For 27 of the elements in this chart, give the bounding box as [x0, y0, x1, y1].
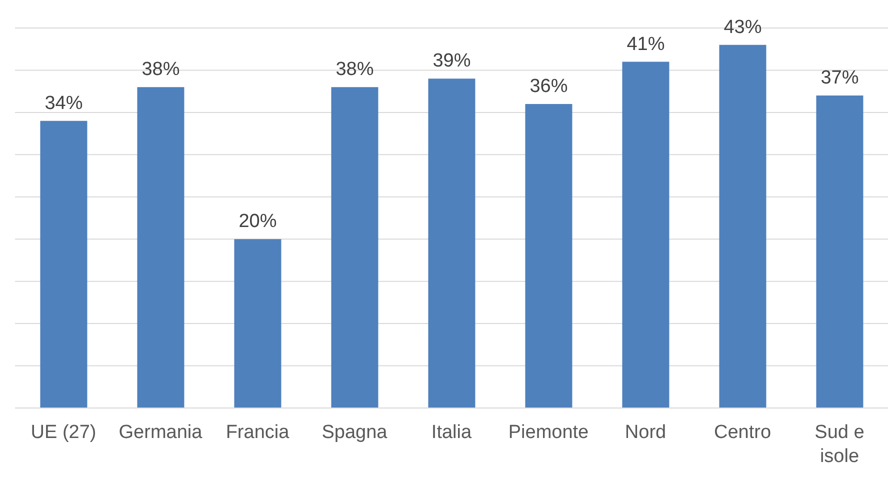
- data-label: 34%: [44, 92, 83, 114]
- data-label: 36%: [530, 76, 568, 97]
- x-tick-label: UE (27): [30, 422, 96, 443]
- bar: [137, 87, 184, 408]
- data-label: 43%: [724, 16, 762, 38]
- bar: [525, 104, 572, 408]
- data-label: 39%: [432, 50, 471, 72]
- x-tick-label: Spagna: [322, 422, 388, 443]
- data-label: 38%: [142, 59, 180, 80]
- bar: [331, 87, 378, 408]
- bar: [719, 44, 766, 408]
- bar: [622, 62, 670, 408]
- x-tick-label: Piemonte: [508, 422, 589, 443]
- x-tick-label: Sud e isole: [814, 422, 864, 467]
- data-label: 41%: [626, 34, 665, 55]
- x-tick-label: Germania: [118, 422, 203, 443]
- data-label: 20%: [238, 211, 277, 232]
- x-tick-label: Francia: [226, 422, 290, 443]
- data-label: 37%: [820, 68, 859, 89]
- data-label: 38%: [336, 59, 374, 80]
- bar: [816, 96, 864, 408]
- bar: [40, 120, 88, 408]
- x-tick-label: Centro: [714, 422, 772, 443]
- bar: [234, 239, 282, 408]
- x-tick-label: Nord: [624, 422, 666, 443]
- bar: [428, 78, 476, 408]
- x-tick-label: Italia: [431, 422, 472, 443]
